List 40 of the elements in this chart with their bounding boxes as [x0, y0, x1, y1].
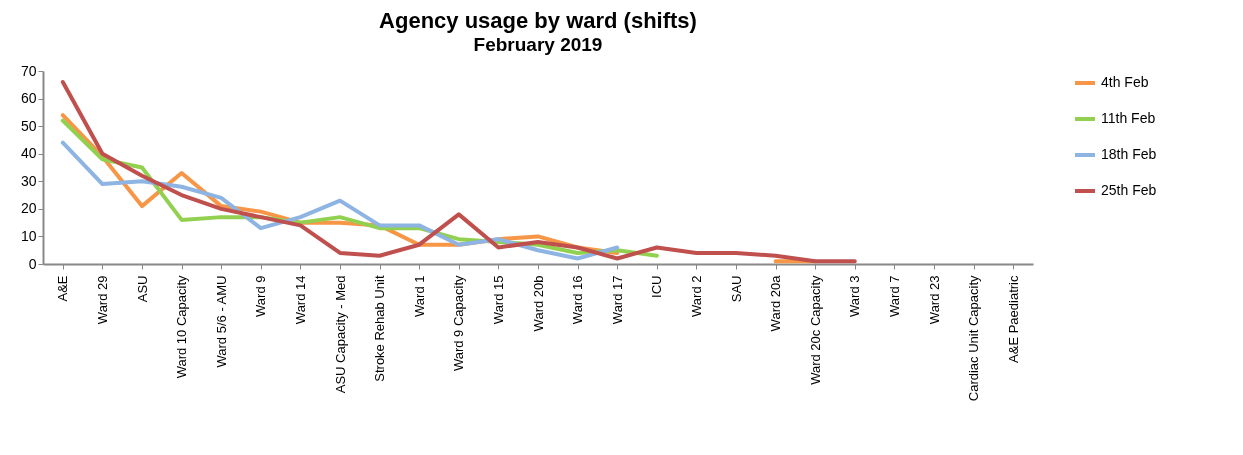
chart-subtitle: February 2019 [473, 34, 603, 55]
y-tick-label: 10 [20, 227, 37, 244]
legend-label: 25th Feb [1101, 182, 1157, 198]
x-tick-label: SAU [728, 275, 744, 303]
chart-title: Agency usage by ward (shifts) [379, 8, 697, 33]
x-tick-label: Ward 23 [926, 275, 942, 325]
x-tick-label: A&E [55, 275, 71, 302]
x-tick-label: Ward 7 [886, 275, 902, 317]
line-series [60, 80, 857, 264]
x-tick-label: ASU Capacity - Med [332, 275, 348, 394]
x-tick-label: Ward 14 [292, 275, 308, 325]
legend-label: 11th Feb [1101, 110, 1156, 126]
y-tick-label: 0 [28, 255, 37, 272]
x-tick-label: Ward 3 [847, 275, 863, 317]
y-tick-label: 50 [20, 117, 37, 134]
x-tick-label: Ward 29 [94, 275, 110, 325]
x-tick-label: Ward 1 [411, 275, 427, 317]
x-tick-label: ASU [134, 275, 150, 303]
x-tick-label: ICU [649, 275, 665, 298]
x-tick-label: Ward 10 Capacity [174, 275, 190, 379]
x-tick-label: Ward 16 [570, 275, 586, 325]
x-tick-label: Ward 17 [609, 275, 625, 325]
y-tick-label: 70 [20, 62, 37, 79]
x-tick-label: Ward 9 Capacity [451, 275, 467, 372]
x-tick-label: A&E Paediatric [1005, 275, 1021, 363]
y-tick-label: 40 [20, 145, 37, 162]
x-tick-label: Ward 5/6 - AMU [213, 275, 229, 368]
y-tick-label: 30 [20, 172, 37, 189]
x-tick-label: Ward 9 [253, 275, 269, 317]
x-tick-label: Ward 20b [530, 275, 546, 332]
y-tick-label: 20 [20, 200, 37, 217]
x-tick-label: Cardiac Unit Capacity [966, 275, 982, 402]
legend-label: 18th Feb [1101, 146, 1157, 162]
x-tick-label: Ward 20c Capacity [807, 275, 823, 385]
y-tick-label: 60 [20, 90, 37, 107]
x-tick-label: Ward 15 [490, 275, 506, 325]
x-tick-label: Ward 2 [688, 275, 704, 317]
x-tick-label: Stroke Rehab Unit [372, 275, 388, 382]
x-tick-label: Ward 20a [768, 274, 784, 332]
legend-label: 4th Feb [1101, 74, 1149, 90]
